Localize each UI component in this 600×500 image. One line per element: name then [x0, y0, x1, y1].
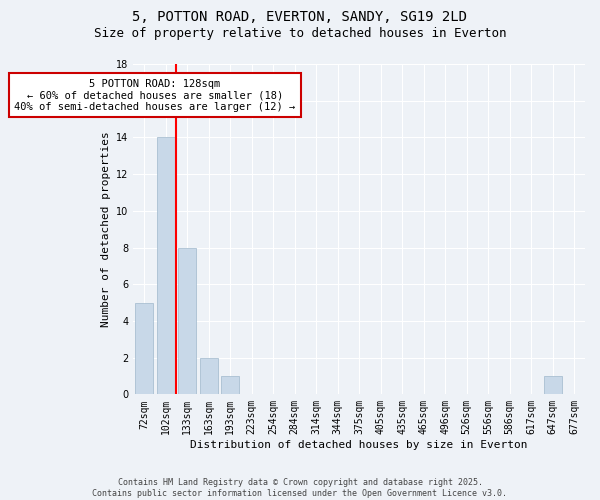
Bar [157, 138, 175, 394]
Text: Contains HM Land Registry data © Crown copyright and database right 2025.
Contai: Contains HM Land Registry data © Crown c… [92, 478, 508, 498]
Bar [135, 302, 154, 394]
Y-axis label: Number of detached properties: Number of detached properties [101, 132, 110, 327]
X-axis label: Distribution of detached houses by size in Everton: Distribution of detached houses by size … [190, 440, 528, 450]
Bar [178, 248, 196, 394]
Text: 5 POTTON ROAD: 128sqm
← 60% of detached houses are smaller (18)
40% of semi-deta: 5 POTTON ROAD: 128sqm ← 60% of detached … [14, 78, 296, 112]
Text: Size of property relative to detached houses in Everton: Size of property relative to detached ho… [94, 28, 506, 40]
Bar [221, 376, 239, 394]
Bar [544, 376, 562, 394]
Text: 5, POTTON ROAD, EVERTON, SANDY, SG19 2LD: 5, POTTON ROAD, EVERTON, SANDY, SG19 2LD [133, 10, 467, 24]
Bar [200, 358, 218, 395]
